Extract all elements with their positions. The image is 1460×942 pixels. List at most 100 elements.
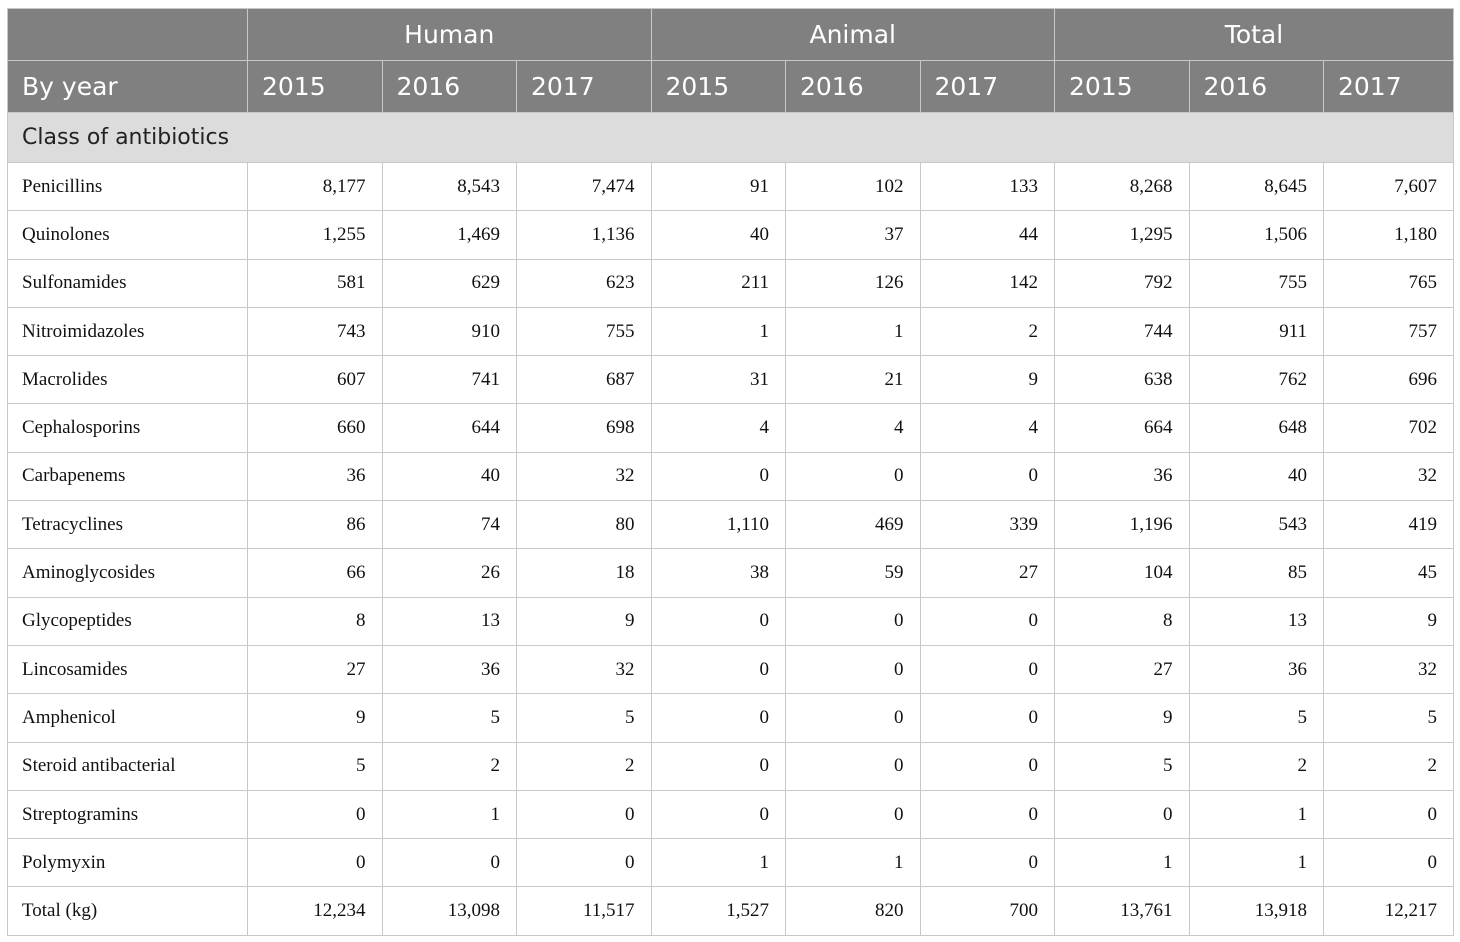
table-cell: 8,543 [381, 161, 517, 212]
table-cell: 5 [1054, 741, 1190, 791]
table-cell: 5 [247, 741, 383, 791]
table-cell: 0 [919, 838, 1055, 888]
table-cell: 0 [919, 451, 1055, 502]
table-cell: 59 [785, 548, 921, 598]
table-cell: 8,177 [247, 161, 383, 212]
table-cell: 2 [919, 306, 1055, 357]
table-cell: 12,234 [247, 886, 383, 936]
table-cell: 744 [1054, 306, 1190, 357]
table-cell: 7,474 [516, 161, 652, 212]
group-header-total: Total [1054, 8, 1454, 61]
row-label: Penicillins [7, 161, 248, 212]
table-cell: 2 [1323, 741, 1454, 791]
year-header: 2017 [919, 60, 1055, 113]
row-label: Sulfonamides [7, 258, 248, 308]
row-label: Tetracyclines [7, 500, 248, 550]
table-row: Macrolides 607 741 687 31 21 9 638 762 696 [7, 355, 1454, 405]
table-cell: 1,196 [1054, 500, 1190, 550]
table-row: Glycopeptides 8 13 9 0 0 0 8 13 9 [7, 596, 1454, 646]
table-row: Total (kg) 12,234 13,098 11,517 1,527 820 700 1… [7, 886, 1454, 936]
row-label: Amphenicol [7, 693, 248, 743]
table-cell: 27 [1054, 644, 1190, 695]
table-cell: 91 [650, 161, 786, 212]
table-cell: 762 [1188, 355, 1324, 405]
table-cell: 1,469 [381, 210, 517, 260]
table-cell: 8 [1054, 596, 1190, 646]
table-cell: 4 [650, 403, 786, 453]
table-cell: 0 [650, 451, 786, 502]
table-cell: 80 [516, 500, 652, 550]
table-cell: 36 [381, 644, 517, 695]
table-cell: 5 [1323, 693, 1454, 743]
table-cell: 5 [1188, 693, 1324, 743]
row-label: Macrolides [7, 355, 248, 405]
table-cell: 85 [1188, 548, 1324, 598]
table-cell: 102 [785, 161, 921, 212]
table-cell: 1 [1054, 838, 1190, 888]
row-label: Steroid antibacterial [7, 741, 248, 791]
year-header: 2015 [1054, 60, 1190, 113]
table-cell: 13,761 [1054, 886, 1190, 936]
row-label: Lincosamides [7, 644, 248, 695]
table-row: Tetracyclines 86 74 80 1,110 469 339 1,196 543 41… [7, 500, 1454, 550]
row-label: Quinolones [7, 210, 248, 260]
year-header: 2017 [1323, 60, 1454, 113]
table-cell: 0 [650, 596, 786, 646]
row-label: Carbapenems [7, 451, 248, 502]
table-cell: 1,295 [1054, 210, 1190, 260]
table-cell: 0 [1054, 789, 1190, 840]
table-cell: 133 [919, 161, 1055, 212]
table-cell: 0 [247, 789, 383, 840]
section-label: Class of antibiotics [7, 112, 1454, 163]
table-row: Streptogramins 0 1 0 0 0 0 0 1 0 [7, 789, 1454, 840]
table-cell: 31 [650, 355, 786, 405]
table-row: Penicillins 8,177 8,543 7,474 91 102 133 8,268 8… [7, 161, 1454, 212]
table-cell: 0 [785, 644, 921, 695]
table-cell: 0 [919, 596, 1055, 646]
table-cell: 2 [516, 741, 652, 791]
table-cell: 629 [381, 258, 517, 308]
table-cell: 142 [919, 258, 1055, 308]
table-cell: 1,110 [650, 500, 786, 550]
table-cell: 698 [516, 403, 652, 453]
table-cell: 9 [247, 693, 383, 743]
table-cell: 1 [650, 306, 786, 357]
table-cell: 702 [1323, 403, 1454, 453]
table-cell: 13,098 [381, 886, 517, 936]
table-cell: 66 [247, 548, 383, 598]
table-cell: 12,217 [1323, 886, 1454, 936]
table-cell: 5 [516, 693, 652, 743]
year-header: 2016 [1188, 60, 1324, 113]
table-cell: 696 [1323, 355, 1454, 405]
row-label: Total (kg) [7, 886, 248, 936]
table-cell: 27 [919, 548, 1055, 598]
table-cell: 623 [516, 258, 652, 308]
table-cell: 26 [381, 548, 517, 598]
table-cell: 1 [1188, 838, 1324, 888]
table-cell: 0 [785, 693, 921, 743]
table-cell: 2 [381, 741, 517, 791]
table-row: Quinolones 1,255 1,469 1,136 40 37 44 1,295 1,50… [7, 210, 1454, 260]
table-cell: 0 [650, 789, 786, 840]
table-cell: 741 [381, 355, 517, 405]
table-cell: 13 [1188, 596, 1324, 646]
table-cell: 664 [1054, 403, 1190, 453]
antibiotics-table: Human Animal Total By year 2015 2016 201… [7, 8, 1454, 936]
table-cell: 0 [247, 838, 383, 888]
table-cell: 45 [1323, 548, 1454, 598]
table-cell: 1,180 [1323, 210, 1454, 260]
table-cell: 638 [1054, 355, 1190, 405]
table-cell: 8,268 [1054, 161, 1190, 212]
table-cell: 40 [1188, 451, 1324, 502]
table-cell: 1,506 [1188, 210, 1324, 260]
table-cell: 581 [247, 258, 383, 308]
group-header-human: Human [247, 8, 652, 61]
table-cell: 1 [650, 838, 786, 888]
year-header: 2016 [381, 60, 517, 113]
table-cell: 86 [247, 500, 383, 550]
table-cell: 18 [516, 548, 652, 598]
table-cell: 0 [1323, 838, 1454, 888]
table-cell: 911 [1188, 306, 1324, 357]
table-cell: 1,136 [516, 210, 652, 260]
group-header-empty [7, 8, 248, 61]
